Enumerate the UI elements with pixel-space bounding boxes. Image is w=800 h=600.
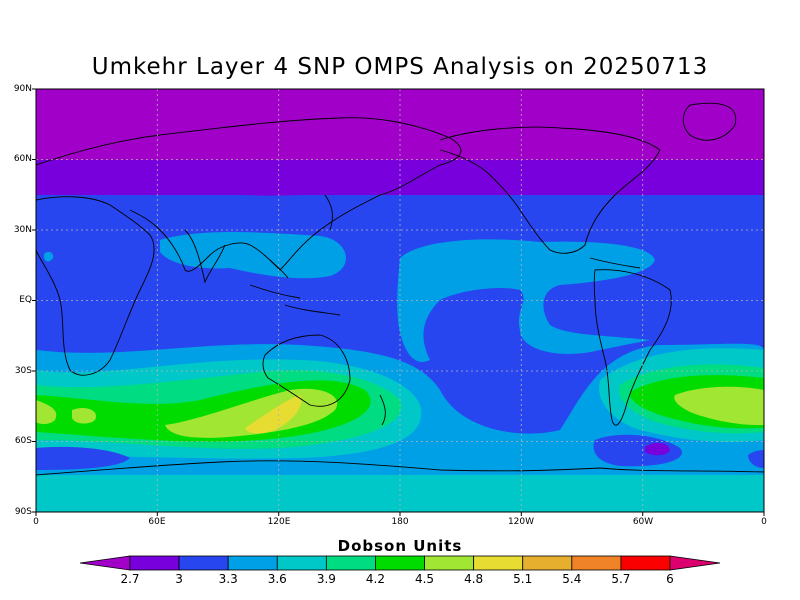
colorbar-segment (522, 555, 573, 571)
lon-label-120e: 120E (267, 517, 291, 527)
lat-label-30n: 30N (13, 225, 32, 235)
colorbar-tick-label: 3.9 (316, 572, 336, 586)
colorbar-segment-high (669, 555, 721, 571)
lon-label-60w: 60W (632, 517, 654, 527)
lon-label-60e: 60E (148, 517, 166, 527)
contour-band-4.8-atlantic (674, 386, 764, 426)
contour-edge-north (36, 160, 764, 196)
lat-label-60n: 60N (13, 154, 32, 164)
contour-low-east (748, 450, 764, 468)
contour-band-3.6-indian (160, 232, 347, 279)
contour-low-west (36, 446, 130, 470)
colorbar-tick-label: 5.1 (513, 572, 533, 586)
lat-label-30s: 30S (14, 366, 32, 376)
colorbar (79, 555, 721, 571)
colorbar-tick-label: 5.4 (562, 572, 582, 586)
colorbar-segment (178, 555, 229, 571)
map-title: Umkehr Layer 4 SNP OMPS Analysis on 2025… (91, 54, 709, 80)
lon-label-120w: 120W (507, 517, 535, 527)
colorbar-segment (424, 555, 475, 571)
colorbar-tick-label: 2.7 (120, 572, 140, 586)
lon-label-0-east: 0 (761, 517, 767, 527)
colorbar-segment (375, 555, 425, 571)
contour-low-antarctic (593, 434, 682, 467)
colorbar-title: Dobson Units (337, 537, 463, 555)
contour-band-3.6-small (44, 251, 54, 262)
contour-band-5.1-southern (245, 395, 302, 434)
lat-label-60s: 60S (14, 436, 32, 446)
contour-low-antarctic-core (645, 442, 670, 456)
colorbar-tick-label: 5.7 (611, 572, 631, 586)
colorbar-segment (571, 555, 622, 571)
colorbar-segment (276, 555, 327, 571)
colorbar-segment (325, 555, 376, 571)
colorbar-tick-label: 3.3 (218, 572, 238, 586)
lon-label-180: 180 (391, 517, 409, 527)
lon-label-0-west: 0 (33, 517, 39, 527)
colorbar-segment (129, 555, 180, 571)
gridlines (36, 89, 764, 512)
colorbar-tick-label: 4.8 (464, 572, 484, 586)
contour-band-4.8-southwest (72, 408, 96, 424)
colorbar-segment-low (79, 555, 131, 571)
lat-label-eq: EQ (19, 295, 32, 305)
colorbar-segment (227, 555, 278, 571)
colorbar-tick-label: 3.6 (267, 572, 287, 586)
colorbar-tick-label: 3 (175, 572, 183, 586)
lat-label-90n: 90N (13, 84, 32, 94)
colorbar-tick-label: 4.5 (414, 572, 435, 586)
contour-band-4.8-west (36, 400, 57, 425)
lat-label-90s: 90S (14, 507, 32, 517)
colorbar-tick-label: 4.2 (365, 572, 385, 586)
colorbar-segment (620, 555, 671, 571)
colorbar-tick-label: 6 (666, 572, 674, 586)
colorbar-segment (473, 555, 524, 571)
coastlines (36, 102, 764, 476)
